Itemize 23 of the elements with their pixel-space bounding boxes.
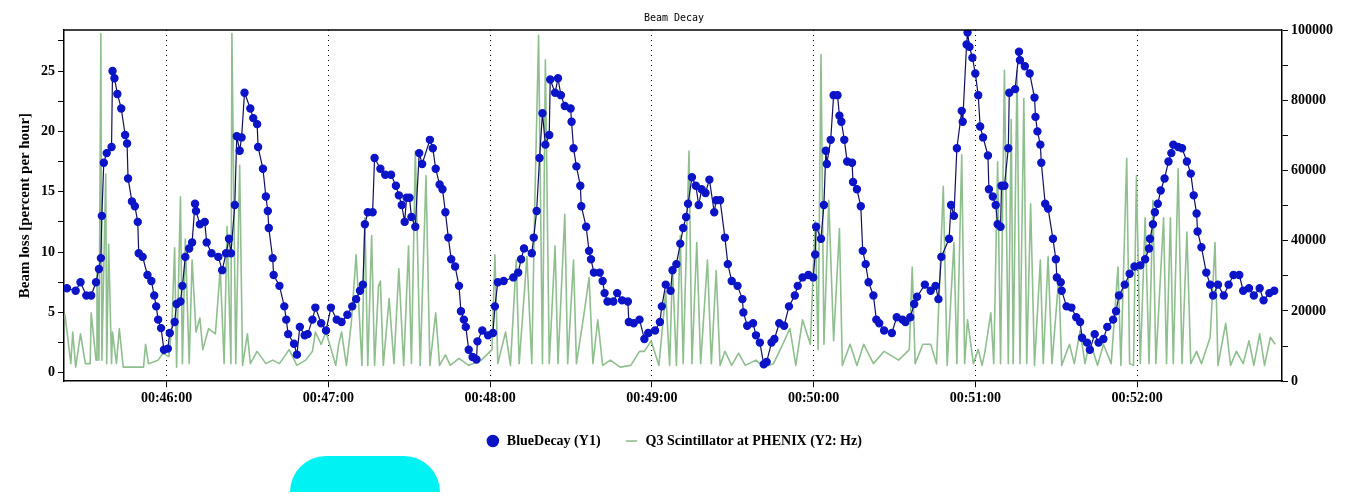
chart-title: Beam Decay — [643, 11, 705, 23]
y-tick-label: 15 — [41, 183, 55, 199]
y-tick-label: 10 — [41, 243, 55, 259]
x-tick-label: 00:48:00 — [464, 390, 516, 406]
y-tick-label: 25 — [41, 62, 55, 78]
x-tick-label: 00:47:00 — [302, 390, 354, 406]
y2-tick-label: 40000 — [1291, 232, 1326, 248]
y-axis-title: Beam loss [percent per hour] — [15, 112, 32, 299]
x-tick-label: 00:46:00 — [140, 390, 193, 406]
x-tick-label: 00:51:00 — [949, 390, 1001, 406]
x-tick-label: 00:50:00 — [787, 390, 840, 406]
legend-label: Q3 Scintillator at PHENIX (Y2: Hz) — [645, 432, 863, 449]
y2-tick-label: 60000 — [1291, 162, 1326, 178]
y2-tick-label: 0 — [1291, 372, 1298, 388]
x-tick-label: 00:52:00 — [1111, 390, 1163, 406]
y2-tick-label: 20000 — [1291, 302, 1326, 318]
y2-tick-label: 80000 — [1291, 91, 1326, 107]
y2-tick-label: 100000 — [1291, 21, 1333, 37]
y-tick-label: 20 — [41, 122, 55, 138]
y-tick-label: 5 — [48, 304, 55, 320]
y-tick-label: 0 — [48, 364, 55, 380]
legend-label: BlueDecay (Y1) — [506, 432, 601, 449]
x-tick-label: 00:49:00 — [626, 390, 678, 406]
